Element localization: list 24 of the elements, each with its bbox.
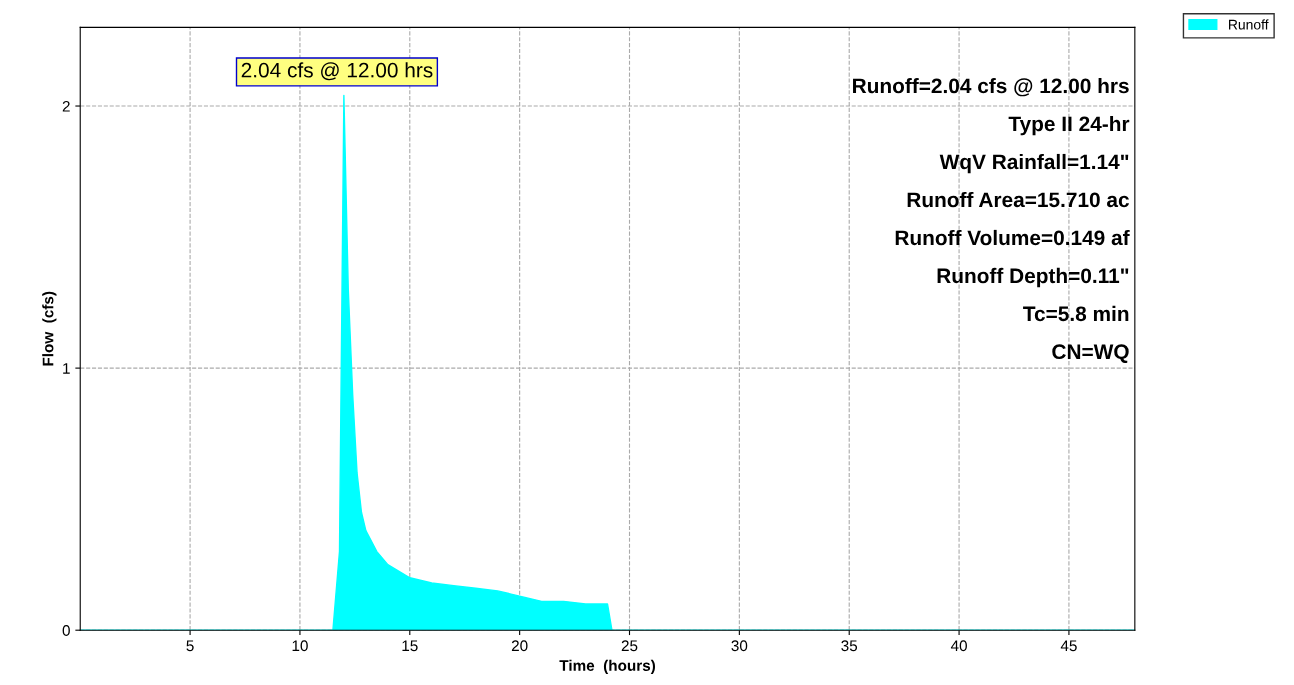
- annotation: Runoff Volume=0.149 af: [895, 229, 1130, 246]
- x-tick-label: 25: [621, 640, 638, 652]
- legend-label: Runoff: [1229, 19, 1269, 30]
- annotation: Type II 24-hr: [1008, 115, 1130, 136]
- annotation: 2.04 cfs @ 12.00 hrs: [241, 62, 433, 81]
- annotation: CN=WQ: [1052, 344, 1129, 363]
- annotation: Runoff=2.04 cfs @ 12.00 hrs: [853, 77, 1129, 97]
- annotation: WqV Rainfall=1.14": [939, 153, 1129, 174]
- x-axis-title: Time (hours): [559, 659, 656, 674]
- annotation: Runoff Depth=0.11": [937, 267, 1129, 288]
- x-tick-label: 30: [731, 640, 748, 652]
- x-tick-label: 15: [402, 640, 418, 652]
- x-tick-label: 10: [292, 640, 308, 652]
- y-axis-title: Flow (cfs): [42, 291, 57, 366]
- y-tick-label: 2: [62, 100, 70, 112]
- x-tick-label: 45: [1060, 640, 1077, 652]
- x-tick-label: 20: [511, 640, 528, 652]
- y-tick-label: 1: [63, 363, 70, 374]
- annotation: Tc=5.8 min: [1023, 305, 1129, 322]
- x-tick-label: 5: [186, 640, 194, 652]
- x-tick-label: 40: [950, 640, 967, 652]
- x-tick-label: 35: [841, 640, 858, 652]
- annotation: Runoff Area=15.710 ac: [907, 191, 1129, 208]
- y-tick-label: 0: [62, 625, 70, 636]
